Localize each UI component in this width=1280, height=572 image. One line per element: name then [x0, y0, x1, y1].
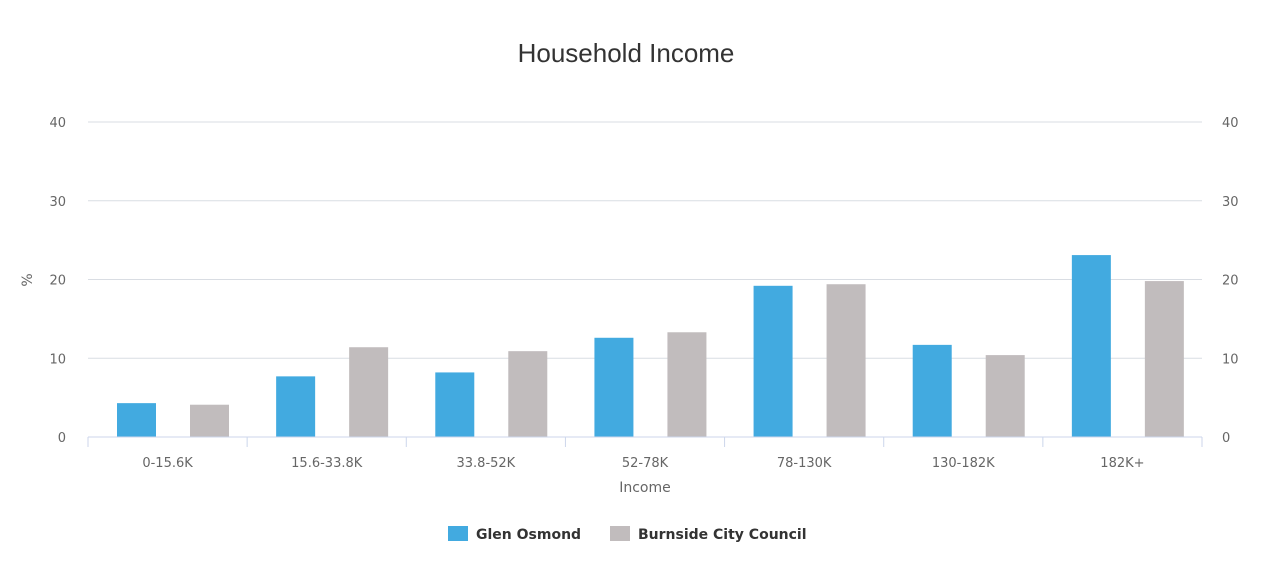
y-tick-label-left: 30	[49, 195, 66, 210]
bar-glen-osmond-1	[276, 376, 316, 437]
bar-burnside-2	[508, 351, 548, 437]
x-axis: 0-15.6K 15.6-33.8K 33.8-52K 52-78K 78-130K 13…	[87, 437, 1203, 471]
x-tick-label: 15.6-33.8K	[291, 456, 363, 471]
bar-burnside-5	[985, 355, 1025, 437]
y-axis-title: %	[20, 273, 36, 286]
legend-swatch-burnside	[610, 526, 630, 541]
x-tick-label: 33.8-52K	[457, 456, 516, 471]
x-tick-label: 78-130K	[777, 456, 832, 471]
bar-glen-osmond-5	[912, 344, 952, 437]
x-tick-label: 182K+	[1100, 456, 1144, 471]
bar-burnside-6	[1144, 281, 1184, 437]
y-tick-label-right: 20	[1222, 274, 1239, 289]
bar-glen-osmond-0	[117, 403, 156, 437]
bar-burnside-4	[826, 284, 866, 437]
y-tick-label-left: 20	[49, 274, 66, 289]
y-tick-label-right: 40	[1222, 116, 1239, 131]
chart-title: Household Income	[518, 38, 735, 68]
bar-burnside-1	[349, 347, 389, 437]
legend: Glen Osmond Burnside City Council	[448, 526, 807, 543]
x-axis-title: Income	[619, 480, 671, 496]
x-tick-label: 0-15.6K	[142, 456, 193, 471]
bar-burnside-0	[190, 404, 229, 437]
y-tick-label-left: 10	[49, 352, 66, 367]
legend-swatch-glen-osmond	[448, 526, 468, 541]
legend-label-glen-osmond[interactable]: Glen Osmond	[476, 527, 581, 543]
bars	[117, 255, 1184, 437]
bar-glen-osmond-6	[1071, 255, 1111, 437]
bar-glen-osmond-2	[435, 372, 475, 437]
bar-glen-osmond-4	[753, 285, 793, 437]
right-y-axis: 0 10 20 30 40	[1222, 116, 1239, 446]
y-tick-label-left: 40	[49, 116, 66, 131]
left-y-axis: 0 10 20 30 40	[49, 116, 66, 446]
y-tick-label-right: 0	[1222, 431, 1230, 446]
bar-glen-osmond-3	[594, 337, 634, 437]
x-tick-label: 130-182K	[932, 456, 995, 471]
x-tick-label: 52-78K	[622, 456, 669, 471]
y-tick-label-right: 10	[1222, 352, 1239, 367]
y-tick-label-left: 0	[58, 431, 66, 446]
bar-burnside-3	[667, 332, 707, 437]
legend-label-burnside[interactable]: Burnside City Council	[638, 527, 807, 543]
gridlines	[88, 121, 1202, 359]
y-tick-label-right: 30	[1222, 195, 1239, 210]
